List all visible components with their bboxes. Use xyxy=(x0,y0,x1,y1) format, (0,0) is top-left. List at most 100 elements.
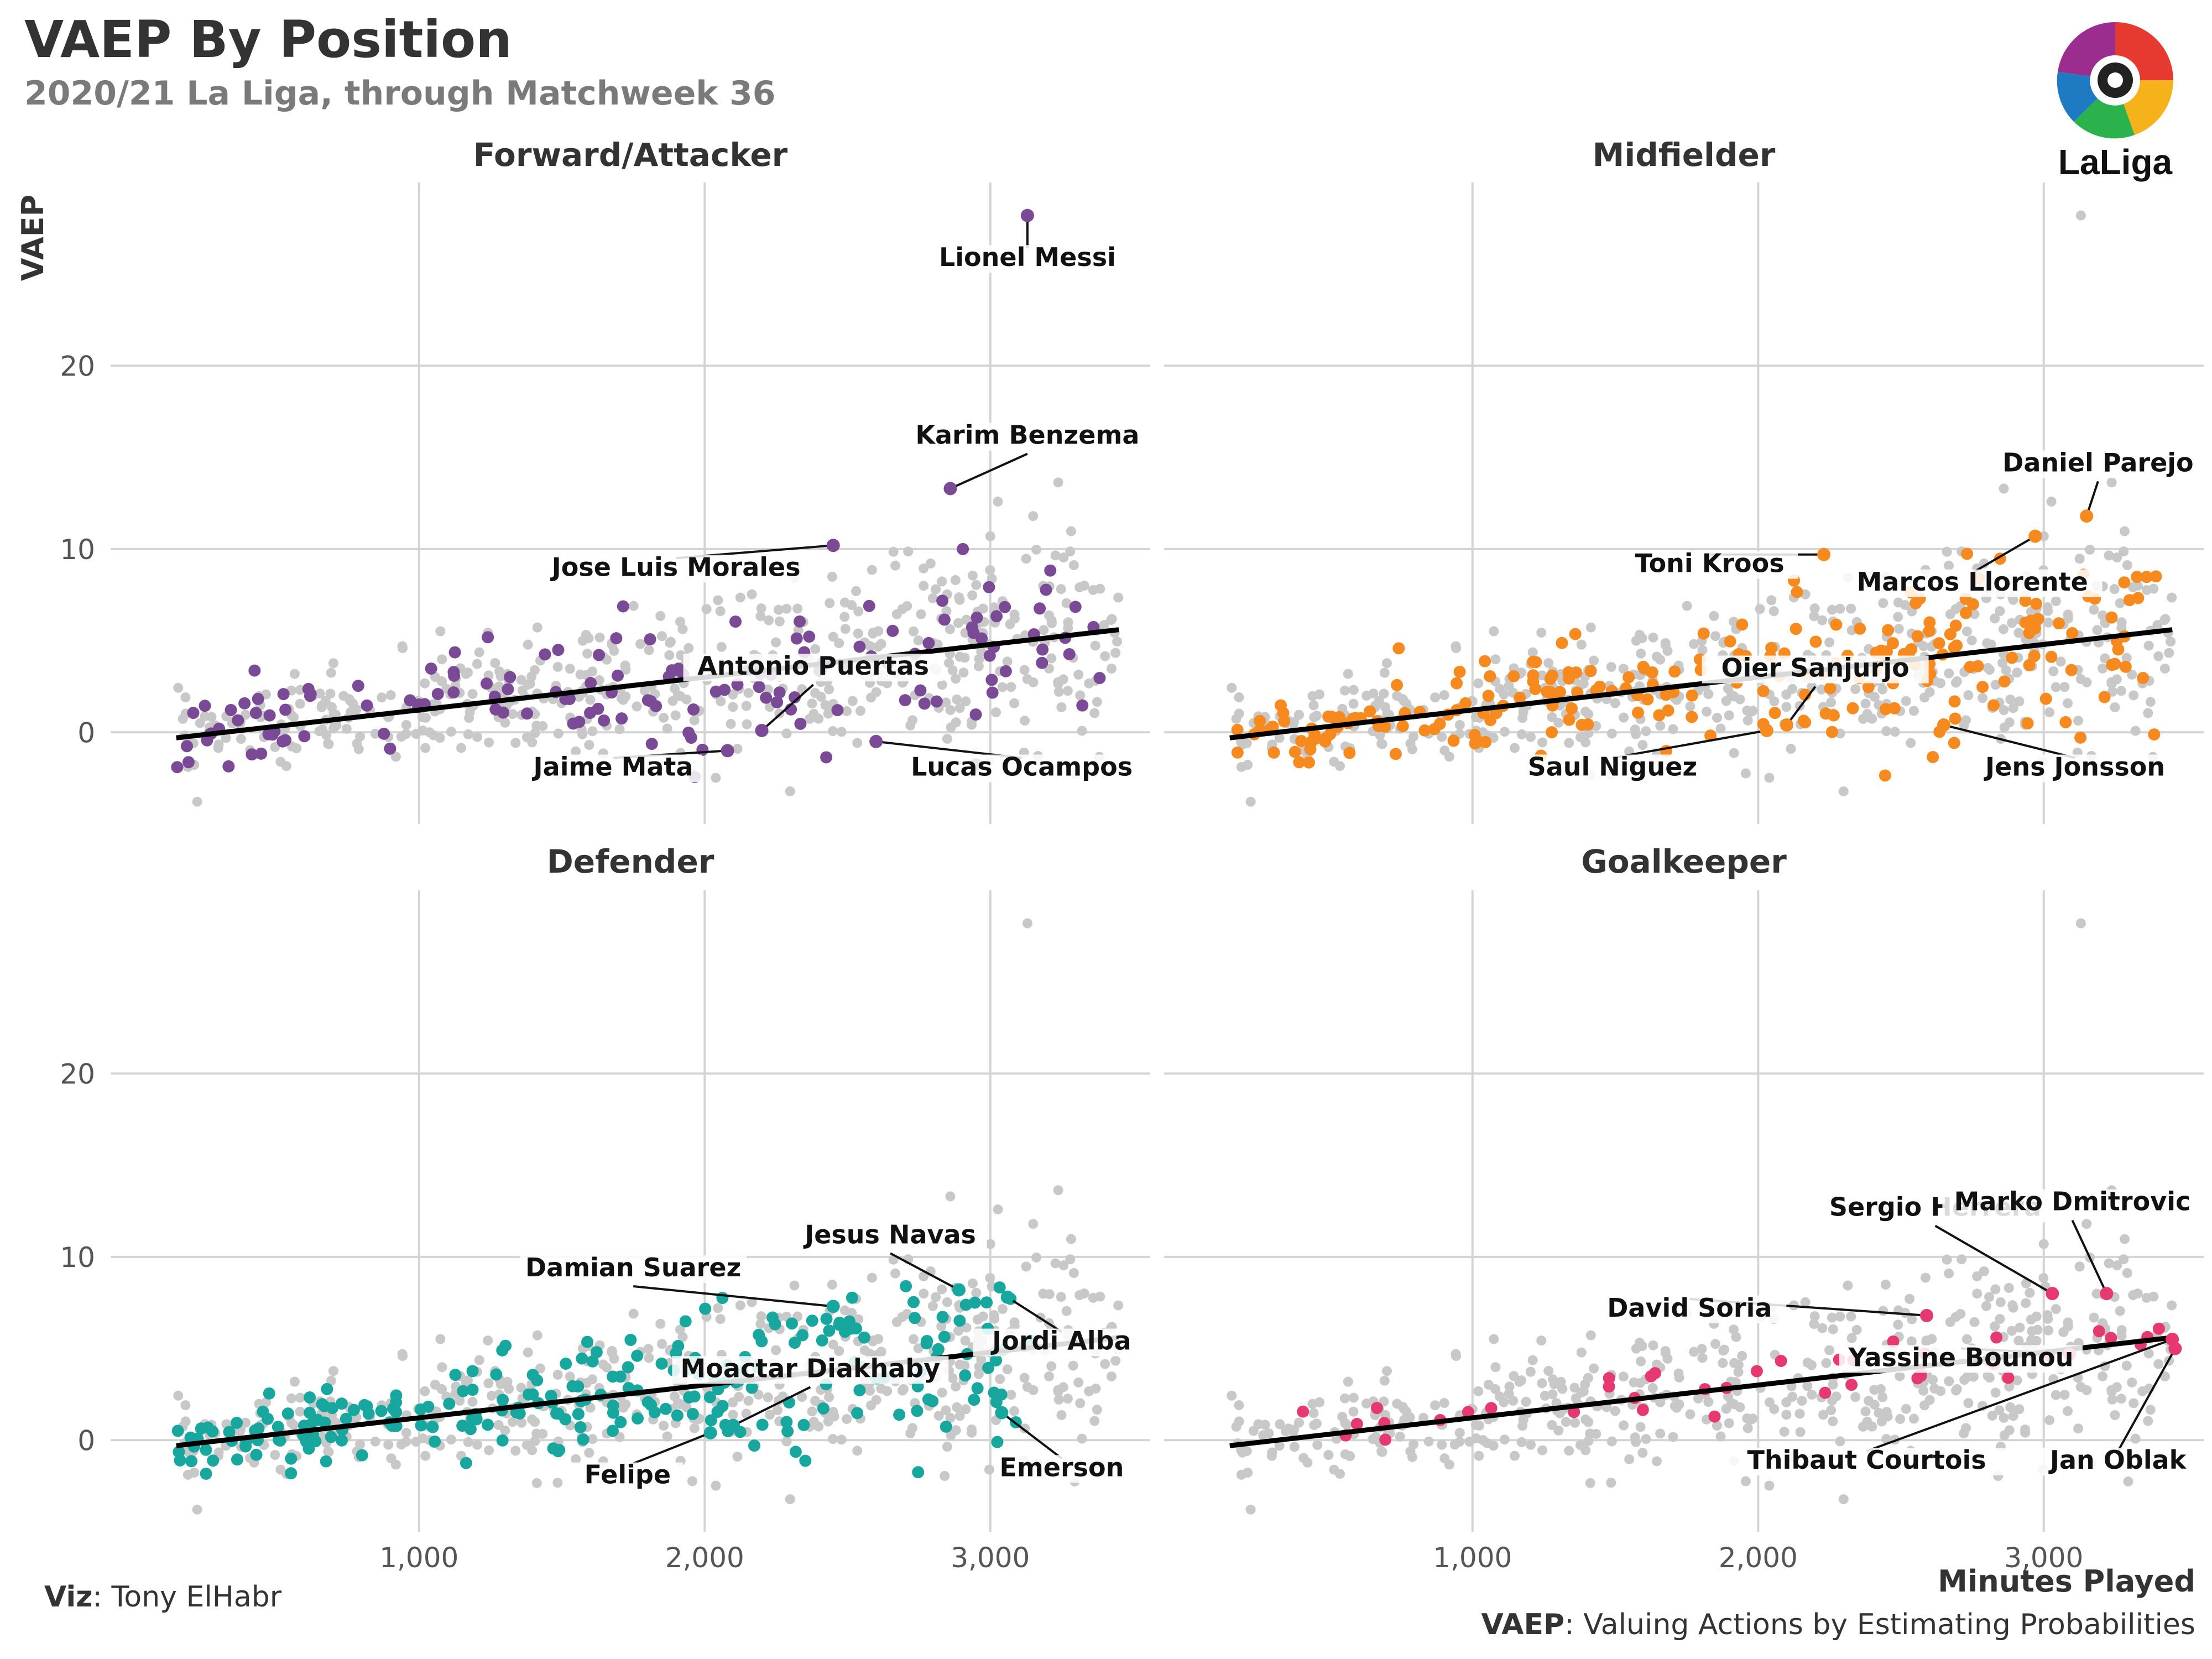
background-point xyxy=(1293,1417,1304,1428)
background-point xyxy=(418,726,428,736)
background-point xyxy=(587,726,598,737)
background-point xyxy=(1009,1406,1020,1416)
background-point xyxy=(728,1410,738,1420)
background-point xyxy=(1068,1360,1078,1371)
background-point xyxy=(1564,1446,1574,1456)
background-point xyxy=(2098,1371,2108,1381)
background-point xyxy=(1526,1439,1536,1450)
background-point xyxy=(1786,744,1796,754)
position-point xyxy=(207,1454,220,1467)
background-point xyxy=(1335,1469,1345,1479)
position-point xyxy=(1297,1405,1310,1418)
background-point xyxy=(985,1272,995,1283)
background-point xyxy=(1740,768,1751,779)
background-point xyxy=(785,786,795,797)
position-point xyxy=(886,624,899,637)
background-point xyxy=(1905,1293,1915,1304)
background-point xyxy=(1527,647,1538,658)
position-point xyxy=(820,751,833,764)
background-point xyxy=(2051,1304,2061,1314)
background-point xyxy=(2115,1306,2125,1316)
background-point xyxy=(1846,1311,1856,1322)
background-point xyxy=(1044,1289,1055,1300)
position-point xyxy=(390,1406,403,1418)
background-point xyxy=(2145,697,2156,707)
credit-label: Viz xyxy=(44,1580,93,1614)
background-point xyxy=(1065,1254,1076,1265)
background-point xyxy=(462,667,473,678)
background-point xyxy=(2063,609,2073,620)
position-point xyxy=(789,691,801,704)
position-point xyxy=(1462,1406,1474,1418)
background-point xyxy=(771,1345,781,1355)
background-point xyxy=(1606,1436,1617,1447)
background-point xyxy=(1826,1405,1837,1416)
position-point xyxy=(1479,655,1491,667)
background-point xyxy=(323,1446,333,1457)
background-point xyxy=(1951,1385,1961,1396)
position-point xyxy=(696,743,709,756)
player-label: Toni Kroos xyxy=(1635,549,1784,578)
position-point xyxy=(552,1407,565,1420)
position-point xyxy=(1886,637,1899,650)
background-point xyxy=(1028,1219,1039,1229)
background-point xyxy=(2127,1377,2137,1387)
background-point xyxy=(1516,1375,1526,1386)
background-point xyxy=(1710,1339,1720,1349)
label-background xyxy=(1728,1448,2005,1475)
background-point xyxy=(851,586,862,596)
labeled-point xyxy=(952,1283,966,1297)
position-point xyxy=(914,684,927,697)
background-point xyxy=(2106,1385,2117,1395)
background-point xyxy=(1437,732,1447,742)
labeled-point xyxy=(869,734,883,748)
background-point xyxy=(1444,752,1454,762)
background-point xyxy=(2141,1292,2152,1303)
background-point xyxy=(2026,1335,2037,1345)
background-point xyxy=(792,603,803,614)
background-point xyxy=(1697,645,1708,655)
background-point xyxy=(2073,716,2084,726)
background-point xyxy=(1843,1280,1853,1291)
background-point xyxy=(632,701,642,712)
background-point xyxy=(1020,716,1030,726)
position-point xyxy=(1927,751,1939,764)
background-point xyxy=(2056,656,2066,667)
background-point xyxy=(1337,1411,1348,1422)
background-point xyxy=(1379,688,1389,699)
background-point xyxy=(1969,609,1980,619)
position-point xyxy=(1379,1433,1392,1446)
position-point xyxy=(2132,592,2145,604)
player-label: Jan Oblak xyxy=(2048,1445,2187,1475)
background-point xyxy=(1006,682,1016,692)
background-point xyxy=(891,1317,902,1327)
position-point xyxy=(932,1343,945,1355)
background-point xyxy=(1869,1385,1880,1395)
position-point xyxy=(1637,660,1650,673)
background-point xyxy=(2081,677,2092,687)
background-point xyxy=(2025,1287,2035,1298)
background-point xyxy=(1509,1371,1519,1381)
background-point xyxy=(681,694,692,705)
position-point xyxy=(686,1407,699,1420)
background-point xyxy=(628,1308,639,1319)
background-point xyxy=(2012,667,2022,678)
background-point xyxy=(1795,1427,1806,1437)
background-point xyxy=(1088,585,1098,595)
background-point xyxy=(1053,1394,1064,1405)
position-point xyxy=(993,1281,1006,1294)
background-point xyxy=(1009,1317,1020,1328)
background-point xyxy=(598,1359,608,1370)
position-point xyxy=(2019,616,2032,629)
background-point xyxy=(1371,1432,1381,1442)
background-point xyxy=(2128,690,2139,701)
position-point xyxy=(2131,571,2143,583)
label-leader-line xyxy=(1001,1411,1063,1459)
position-point xyxy=(716,1292,729,1305)
background-point xyxy=(908,1334,919,1344)
background-point xyxy=(1924,1395,1935,1405)
background-point xyxy=(531,1428,542,1439)
background-point xyxy=(810,644,821,654)
background-point xyxy=(396,732,406,742)
player-label: Marko Dmitrovic xyxy=(1954,1187,2191,1217)
